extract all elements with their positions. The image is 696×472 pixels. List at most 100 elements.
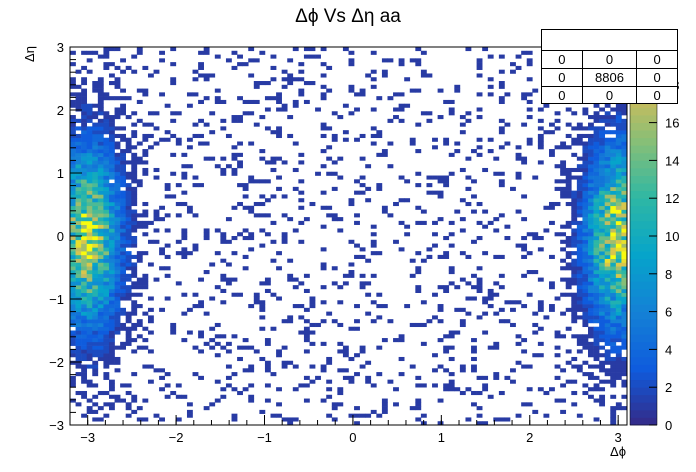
heatmap-cell bbox=[75, 281, 82, 286]
heatmap-cell bbox=[576, 341, 583, 346]
heatmap-cell bbox=[114, 311, 121, 316]
heatmap-cell bbox=[437, 338, 444, 343]
heatmap-cell bbox=[131, 133, 138, 139]
heatmap-cell bbox=[242, 387, 249, 392]
heatmap-cell bbox=[125, 292, 132, 297]
heatmap-cell bbox=[237, 345, 243, 350]
heatmap-cell bbox=[593, 330, 600, 335]
heatmap-cell bbox=[443, 334, 450, 339]
heatmap-cell bbox=[114, 205, 121, 210]
heatmap-cell bbox=[103, 304, 110, 309]
heatmap-cell bbox=[186, 307, 193, 312]
heatmap-cell bbox=[97, 156, 104, 161]
heatmap-cell bbox=[103, 122, 110, 127]
heatmap-cell bbox=[81, 236, 88, 241]
heatmap-cell bbox=[348, 111, 355, 116]
heatmap-cell bbox=[342, 368, 349, 373]
heatmap-cell bbox=[448, 111, 455, 116]
heatmap-cell bbox=[320, 92, 327, 97]
heatmap-cell bbox=[253, 201, 260, 207]
heatmap-cell bbox=[588, 164, 594, 169]
heatmap-cell bbox=[103, 220, 110, 225]
heatmap-cell bbox=[131, 198, 138, 203]
heatmap-cell bbox=[398, 92, 405, 97]
heatmap-cell bbox=[615, 285, 622, 290]
heatmap-cell bbox=[81, 149, 88, 154]
heatmap-cell bbox=[103, 186, 110, 191]
heatmap-cell bbox=[398, 220, 405, 225]
heatmap-cell bbox=[120, 103, 126, 108]
heatmap-cell bbox=[610, 167, 617, 173]
colorbar-segment bbox=[630, 190, 657, 199]
heatmap-cell bbox=[86, 145, 93, 150]
heatmap-cell bbox=[153, 213, 160, 218]
heatmap-cell bbox=[114, 307, 121, 312]
heatmap-cell bbox=[604, 292, 611, 297]
heatmap-cell bbox=[81, 330, 88, 335]
heatmap-cell bbox=[432, 145, 438, 150]
heatmap-cell bbox=[142, 398, 149, 403]
heatmap-cell bbox=[114, 190, 121, 195]
heatmap-cell bbox=[482, 311, 489, 316]
heatmap-cell bbox=[604, 300, 611, 305]
heatmap-cell bbox=[142, 137, 149, 142]
heatmap-cell bbox=[443, 183, 450, 188]
heatmap-cell bbox=[147, 73, 154, 78]
heatmap-cell bbox=[292, 167, 299, 173]
heatmap-cell bbox=[588, 288, 594, 293]
heatmap-cell bbox=[108, 360, 115, 365]
heatmap-cell bbox=[97, 118, 104, 123]
heatmap-cell bbox=[599, 152, 606, 157]
heatmap-cell bbox=[498, 99, 505, 104]
heatmap-cell bbox=[359, 190, 366, 195]
heatmap-cell bbox=[615, 209, 622, 214]
heatmap-cell bbox=[125, 402, 132, 407]
heatmap-cell bbox=[81, 111, 88, 116]
heatmap-cell bbox=[270, 220, 277, 225]
heatmap-cell bbox=[81, 175, 88, 180]
heatmap-cell bbox=[370, 107, 377, 112]
heatmap-cell bbox=[615, 130, 622, 135]
heatmap-cell bbox=[142, 281, 149, 286]
heatmap-cell bbox=[75, 156, 82, 161]
heatmap-cell bbox=[576, 198, 583, 203]
heatmap-cell bbox=[515, 152, 522, 157]
heatmap-cell bbox=[214, 322, 221, 328]
heatmap-cell bbox=[81, 130, 88, 135]
heatmap-cell bbox=[108, 141, 115, 146]
heatmap-cell bbox=[114, 194, 121, 199]
heatmap-cell bbox=[404, 77, 411, 82]
colorbar-segment bbox=[630, 266, 657, 275]
heatmap-cell bbox=[86, 356, 93, 362]
heatmap-cell bbox=[515, 300, 522, 305]
heatmap-cell bbox=[181, 311, 188, 316]
heatmap-cell bbox=[298, 315, 305, 320]
heatmap-cell bbox=[181, 201, 188, 207]
heatmap-cell bbox=[582, 311, 589, 316]
heatmap-cell bbox=[615, 228, 622, 233]
heatmap-cell bbox=[108, 228, 115, 233]
heatmap-cell bbox=[621, 160, 628, 165]
heatmap-cell bbox=[604, 224, 611, 229]
heatmap-cell bbox=[593, 353, 600, 358]
heatmap-cell bbox=[86, 281, 93, 286]
heatmap-cell bbox=[108, 322, 115, 328]
heatmap-cell bbox=[248, 368, 255, 373]
heatmap-cell bbox=[582, 300, 589, 305]
heatmap-cell bbox=[543, 390, 550, 396]
heatmap-cell bbox=[560, 266, 567, 271]
heatmap-cell bbox=[86, 304, 93, 309]
heatmap-cell bbox=[610, 179, 617, 184]
heatmap-cell bbox=[120, 179, 126, 184]
heatmap-cell bbox=[576, 368, 583, 373]
heatmap-cell bbox=[237, 141, 243, 146]
heatmap-cell bbox=[287, 258, 294, 263]
heatmap-cell bbox=[621, 254, 628, 259]
heatmap-cell bbox=[471, 345, 477, 350]
heatmap-cell bbox=[571, 111, 578, 116]
heatmap-cell bbox=[108, 304, 115, 309]
y-tick-label: −3 bbox=[49, 418, 64, 433]
heatmap-cell bbox=[593, 220, 600, 225]
heatmap-cell bbox=[621, 270, 628, 275]
heatmap-cell bbox=[604, 304, 611, 309]
